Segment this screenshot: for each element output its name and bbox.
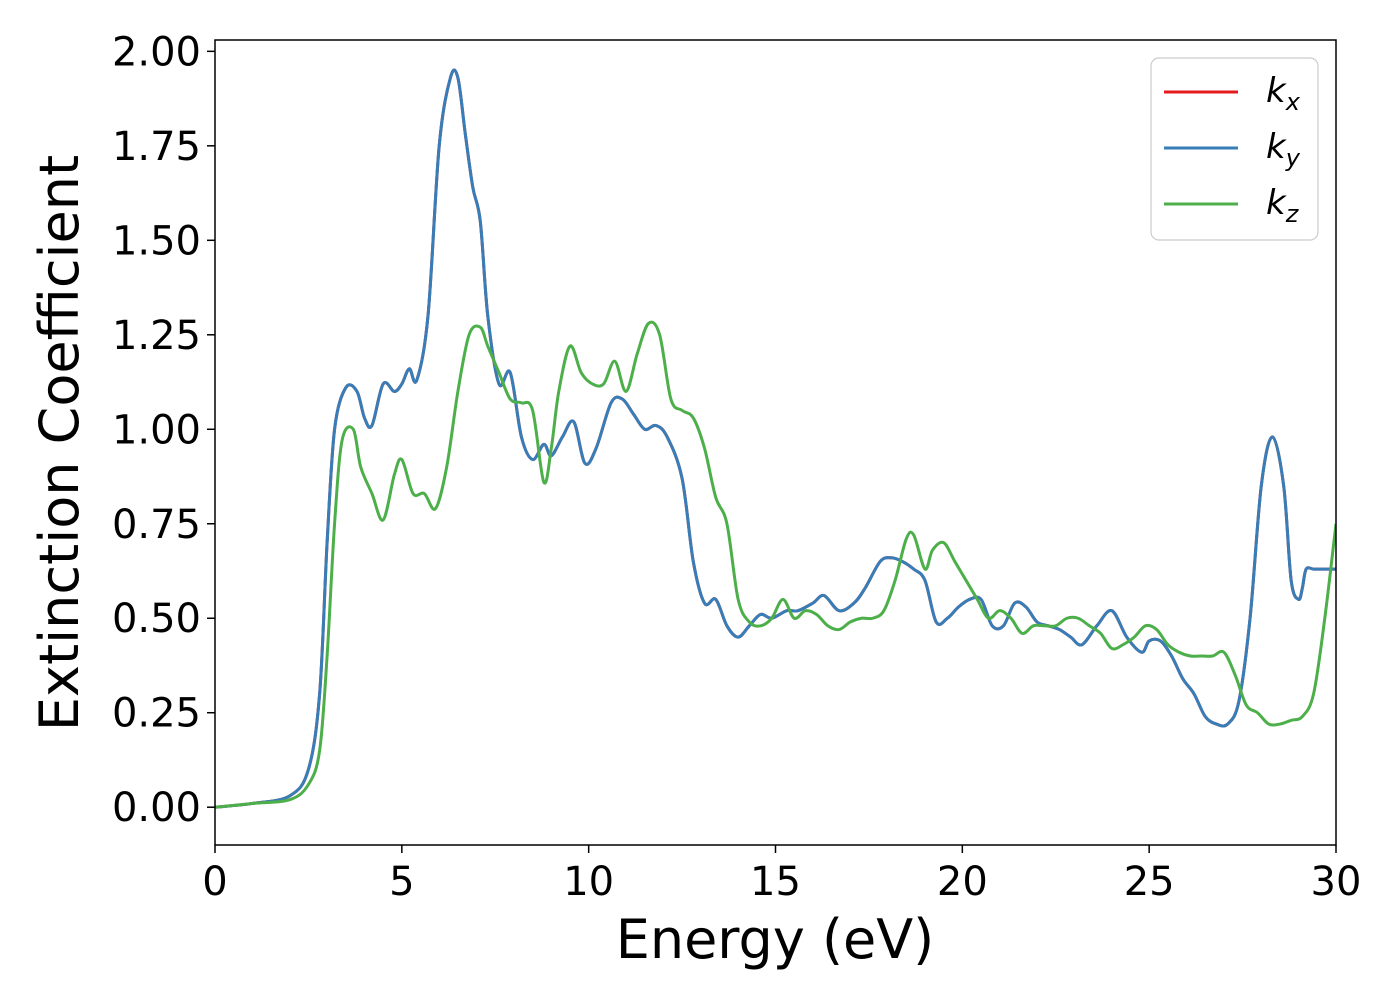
series-layer	[215, 68, 1336, 809]
legend-items: kx ky kz	[1164, 71, 1301, 228]
x-tick-label: 20	[937, 859, 988, 905]
x-axis-label: Energy (eV)	[616, 908, 935, 971]
legend-label-x: kx	[1266, 71, 1301, 116]
y-tick-label: 1.00	[112, 407, 201, 453]
x-tick-label: 15	[750, 859, 801, 905]
x-tick-label: 25	[1124, 859, 1175, 905]
y-tick-label: 1.50	[112, 218, 201, 264]
legend: kx ky kz	[1150, 57, 1319, 241]
legend-label-z: kz	[1266, 183, 1300, 228]
y-tick-label: 0.75	[112, 502, 201, 548]
ticks-layer: 0 5 10 15 20 25 30 0.00 0.25 0.50 0.75 1.00 1.25 1.50…	[112, 29, 1362, 905]
x-tick-label: 0	[202, 859, 227, 905]
legend-label-y: ky	[1266, 127, 1301, 172]
y-tick-label: 2.00	[112, 29, 201, 75]
y-axis-label: Extinction Coefficient	[28, 155, 91, 731]
y-tick-label: 0.50	[112, 596, 201, 642]
x-tick-label: 10	[563, 859, 614, 905]
y-tick-label: 1.25	[112, 313, 201, 359]
x-tick-label: 30	[1311, 859, 1362, 905]
y-tick-label: 1.75	[112, 124, 201, 170]
series-line-y	[215, 68, 1336, 809]
series-line-z	[215, 320, 1336, 809]
x-tick-label: 5	[389, 859, 414, 905]
y-tick-label: 0.00	[112, 785, 201, 831]
y-tick-label: 0.25	[112, 691, 201, 737]
